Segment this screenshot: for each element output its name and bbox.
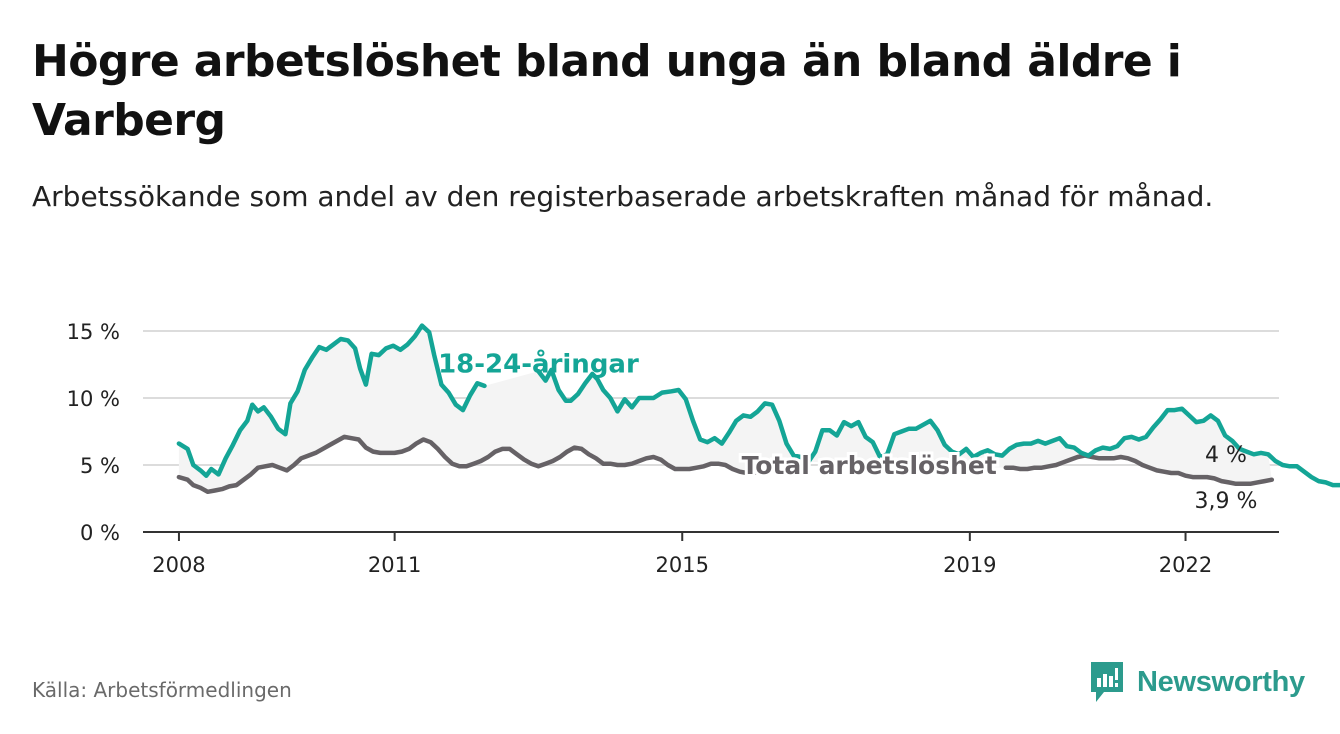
- chart-subtitle: Arbetssökande som andel av den registerb…: [32, 180, 1214, 213]
- series-line-youth-continued: [536, 367, 1340, 488]
- series-line-total-continued: [1003, 453, 1275, 487]
- brand-name: Newsworthy: [1137, 665, 1305, 698]
- brand-logo[interactable]: Newsworthy: [1089, 660, 1305, 704]
- x-tick-label: 2011: [368, 553, 421, 577]
- y-tick-label: 10 %: [67, 387, 120, 411]
- axes: [143, 531, 1279, 541]
- y-tick-label: 0 %: [80, 521, 120, 545]
- newsworthy-logo-icon: [1091, 662, 1123, 702]
- labels: 0 % 5 % 10 % 15 % 2008 2011 2015 2019 2022 18-24-…: [67, 320, 1258, 577]
- annotation-youth: 18-24-åringar: [438, 348, 639, 380]
- series-line-total: [176, 434, 786, 495]
- annotation-total: Total arbetslöshet: [742, 451, 997, 480]
- difference-band: [178, 325, 1272, 492]
- series-lines: [176, 323, 1340, 495]
- x-tick-label: 2019: [943, 553, 996, 577]
- end-label-total: 3,9 %: [1195, 489, 1258, 514]
- series-line-youth: [176, 323, 487, 478]
- chart-title: Högre arbetslöshet bland unga än bland ä…: [32, 36, 1182, 146]
- end-label-youth: 4 %: [1205, 443, 1247, 468]
- line-chart: 0 % 5 % 10 % 15 % 2008 2011 2015 2019 2022 18-24-…: [67, 320, 1340, 577]
- x-tick-label: 2008: [152, 553, 205, 577]
- y-tick-label: 5 %: [80, 454, 120, 478]
- x-tick-label: 2022: [1159, 553, 1212, 577]
- source-note: Källa: Arbetsförmedlingen: [32, 678, 292, 702]
- x-tick-label: 2015: [656, 553, 709, 577]
- y-tick-label: 15 %: [67, 320, 120, 344]
